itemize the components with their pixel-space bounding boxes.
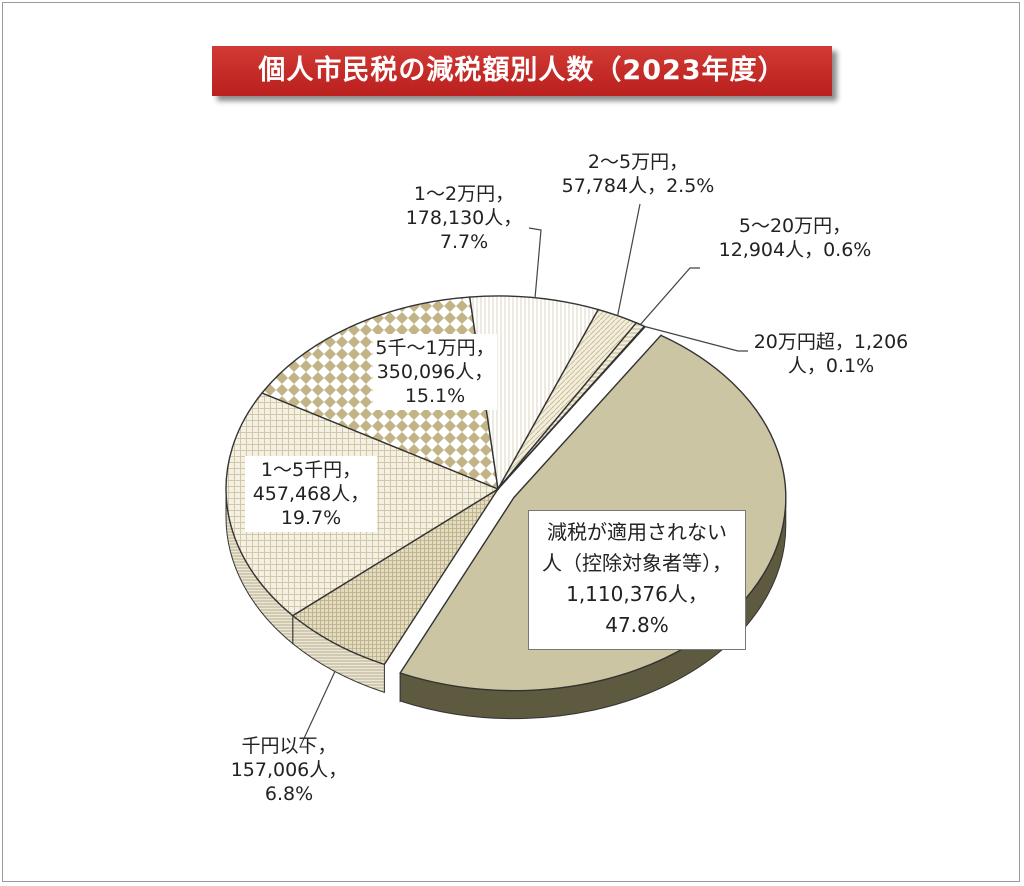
label-1k-5k-line1: 1～5千円， — [260, 459, 362, 481]
label-10k-20k: 1～2万円， 178,130人， 7.7% — [394, 182, 534, 254]
label-under-1000-line1: 千円以下， — [241, 735, 337, 757]
label-no-reduction-line1: 減税が適用されない — [547, 520, 727, 544]
label-under-1000-line3: 6.8% — [264, 783, 314, 805]
label-20k-50k: 2～5万円， 57,784人，2.5% — [548, 150, 728, 198]
label-1k-5k: 1～5千円， 457,468人， 19.7% — [245, 456, 377, 532]
leader-line-20k-50k — [617, 203, 641, 316]
leader-line-over-200k — [644, 325, 748, 352]
label-over-200k: 20万円超，1,206 人，0.1% — [726, 330, 936, 378]
label-10k-20k-line3: 7.7% — [439, 231, 489, 253]
leader-line-under-1000 — [299, 671, 336, 748]
pie-slice-10k-20k — [468, 295, 600, 492]
label-under-1000: 千円以下， 157,006人， 6.8% — [214, 734, 364, 806]
chart-title: 個人市民税の減税額別人数（2023年度） — [212, 46, 832, 96]
label-5k-10k-line2: 350,096人， — [376, 361, 494, 383]
label-no-reduction-line2: 人（控除対象者等）， — [542, 551, 732, 575]
label-over-200k-line2: 人，0.1% — [787, 355, 875, 377]
label-5k-10k-line1: 5千～1万円， — [375, 337, 495, 359]
label-50k-200k-line1: 5～20万円， — [738, 215, 852, 237]
label-no-reduction-line4: 47.8% — [605, 613, 669, 637]
label-20k-50k-line1: 2～5万円， — [587, 151, 689, 173]
label-50k-200k-line2: 12,904人，0.6% — [718, 239, 872, 261]
label-1k-5k-line3: 19.7% — [280, 507, 342, 529]
label-over-200k-line1: 20万円超，1,206 — [753, 331, 909, 353]
label-10k-20k-line2: 178,130人， — [405, 207, 523, 229]
label-5k-10k-line3: 15.1% — [404, 385, 466, 407]
pie-slice-under-1000 — [291, 488, 499, 666]
leader-line-50k-200k — [639, 267, 700, 325]
label-50k-200k: 5～20万円， 12,904人，0.6% — [700, 214, 890, 262]
label-20k-50k-line2: 57,784人，2.5% — [561, 175, 715, 197]
label-10k-20k-line1: 1～2万円， — [413, 183, 515, 205]
label-no-reduction-line3: 1,110,376人， — [566, 582, 708, 606]
label-5k-10k: 5千～1万円， 350,096人， 15.1% — [373, 334, 497, 410]
label-under-1000-line2: 157,006人， — [230, 759, 348, 781]
label-no-reduction: 減税が適用されない 人（控除対象者等）， 1,110,376人， 47.8% — [528, 510, 746, 650]
label-1k-5k-line2: 457,468人， — [252, 483, 370, 505]
leader-line-10k-20k — [528, 227, 542, 298]
